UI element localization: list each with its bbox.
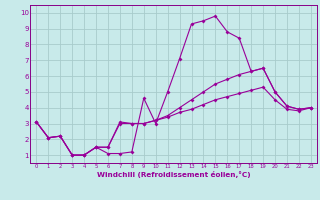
X-axis label: Windchill (Refroidissement éolien,°C): Windchill (Refroidissement éolien,°C): [97, 171, 251, 178]
